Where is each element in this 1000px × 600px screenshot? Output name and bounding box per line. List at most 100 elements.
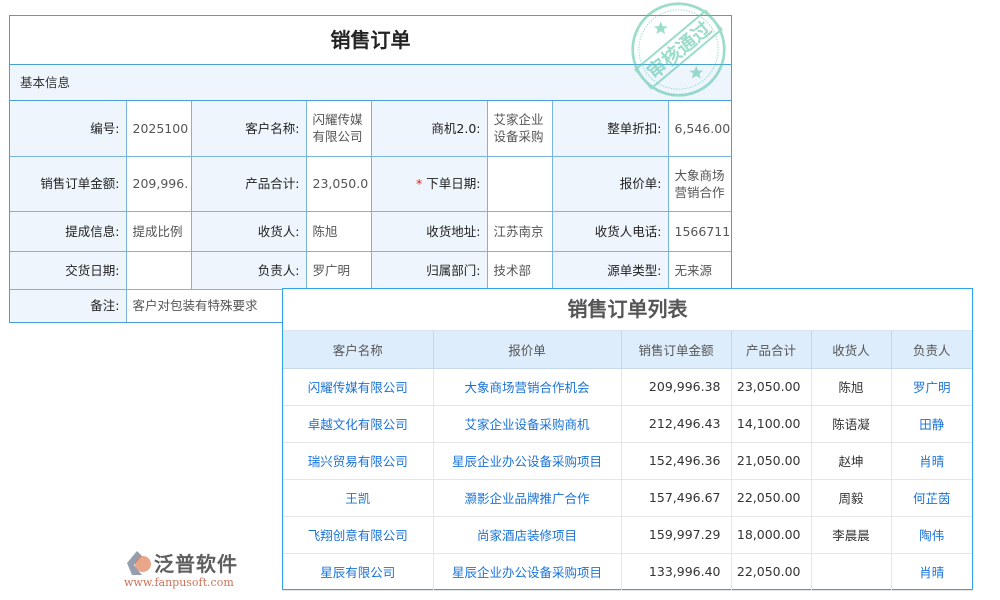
field-value[interactable] bbox=[125, 250, 192, 290]
field-value[interactable]: 6,546.00 bbox=[667, 101, 731, 157]
field-label: 提成信息: bbox=[10, 210, 127, 252]
field-label-text: 客户名称: bbox=[245, 120, 300, 136]
field-label: * 下单日期: bbox=[370, 155, 488, 212]
field-value[interactable]: 23,050.0 bbox=[305, 155, 372, 212]
field-label: 收货地址: bbox=[370, 210, 488, 252]
form-title: 销售订单 bbox=[10, 16, 731, 65]
field-value[interactable] bbox=[486, 155, 553, 212]
field-label: 源单类型: bbox=[551, 250, 669, 290]
logo-icon bbox=[127, 551, 151, 575]
owner-cell[interactable]: 肖晴 bbox=[890, 441, 972, 480]
consignee-cell: 周毅 bbox=[810, 478, 892, 517]
quote-cell[interactable]: 灏影企业品牌推广合作 bbox=[432, 478, 622, 517]
quote-cell[interactable]: 尚家酒店装修项目 bbox=[432, 515, 622, 554]
quote-cell[interactable]: 大象商场营销合作机会 bbox=[432, 367, 622, 406]
order-amount-cell: 157,496.67 bbox=[620, 478, 732, 517]
field-label-text: 编号: bbox=[90, 120, 120, 136]
field-label: 客户名称: bbox=[190, 101, 307, 157]
section-basic-info: 基本信息 bbox=[10, 65, 731, 101]
table-row[interactable]: 飞翔创意有限公司 尚家酒店装修项目 159,997.29 18,000.00 李晨晨 陶伟 bbox=[283, 515, 972, 554]
column-header[interactable]: 产品合计 bbox=[730, 331, 812, 369]
table-row[interactable]: 星辰有限公司 星辰企业办公设备采购项目 133,996.40 22,050.00 肖晴 bbox=[283, 552, 972, 591]
consignee-cell: 李晨晨 bbox=[810, 515, 892, 554]
customer-name-cell[interactable]: 王凯 bbox=[283, 478, 434, 517]
table-row[interactable]: 王凯 灏影企业品牌推广合作 157,496.67 22,050.00 周毅 何芷茵 bbox=[283, 478, 972, 517]
field-value[interactable]: 罗广明 bbox=[305, 250, 372, 290]
column-header[interactable]: 报价单 bbox=[432, 331, 622, 369]
field-value[interactable]: 江苏南京 bbox=[486, 210, 553, 252]
form-row: 编号: 2025100 客户名称: 闪耀传媒有限公司 商机2.0: 艾家企业设备采购 整单折… bbox=[10, 101, 731, 157]
owner-cell[interactable]: 肖晴 bbox=[890, 552, 972, 591]
field-label-text: 报价单: bbox=[619, 176, 662, 191]
field-label: 归属部门: bbox=[370, 250, 488, 290]
fanpusoft-logo: 泛普软件 www.fanpusoft.com bbox=[120, 546, 260, 594]
field-label-text: 商机2.0: bbox=[431, 120, 481, 136]
consignee-cell: 陈语凝 bbox=[810, 404, 892, 443]
quote-cell[interactable]: 艾家企业设备采购商机 bbox=[432, 404, 622, 443]
field-label-text: 下单日期: bbox=[426, 176, 481, 191]
field-label-text: 负责人: bbox=[257, 262, 300, 278]
customer-name-cell[interactable]: 星辰有限公司 bbox=[283, 552, 434, 591]
field-label-text: 归属部门: bbox=[426, 262, 481, 278]
consignee-cell bbox=[810, 552, 892, 591]
field-label: 交货日期: bbox=[10, 250, 127, 290]
field-label-text: 收货人: bbox=[257, 223, 300, 239]
order-amount-cell: 159,997.29 bbox=[620, 515, 732, 554]
sales-order-table: 客户名称 报价单 销售订单金额 产品合计 收货人 负责人 闪耀传媒有限公司 大象商场营销合作… bbox=[283, 331, 972, 591]
field-label-text: 交货日期: bbox=[65, 262, 120, 278]
product-total-cell: 21,050.00 bbox=[730, 441, 812, 480]
product-total-cell: 23,050.00 bbox=[730, 367, 812, 406]
field-label-text: 整单折扣: bbox=[607, 120, 662, 136]
table-row[interactable]: 卓越文化有限公司 艾家企业设备采购商机 212,496.43 14,100.00 陈语凝… bbox=[283, 404, 972, 443]
order-amount-cell: 133,996.40 bbox=[620, 552, 732, 591]
field-value[interactable]: 大象商场营销合作 bbox=[667, 155, 731, 212]
field-label-text: 收货人电话: bbox=[594, 223, 662, 239]
customer-name-cell[interactable]: 卓越文化有限公司 bbox=[283, 404, 434, 443]
field-value[interactable]: 闪耀传媒有限公司 bbox=[305, 101, 372, 157]
field-label: 负责人: bbox=[190, 250, 307, 290]
quote-cell[interactable]: 星辰企业办公设备采购项目 bbox=[432, 441, 622, 480]
field-label: 编号: bbox=[10, 101, 127, 157]
owner-cell[interactable]: 陶伟 bbox=[890, 515, 972, 554]
form-fields: 编号: 2025100 客户名称: 闪耀传媒有限公司 商机2.0: 艾家企业设备采购 整单折… bbox=[10, 101, 731, 322]
field-value[interactable]: 提成比例 bbox=[125, 210, 192, 252]
field-label: 销售订单金额: bbox=[10, 155, 127, 212]
field-value[interactable]: 无来源 bbox=[667, 250, 731, 290]
sales-order-form: 销售订单 基本信息 编号: 2025100 客户名称: 闪耀传媒有限公司 商机2.0: 艾… bbox=[9, 15, 732, 323]
customer-name-cell[interactable]: 闪耀传媒有限公司 bbox=[283, 367, 434, 406]
field-value[interactable]: 技术部 bbox=[486, 250, 553, 290]
field-value[interactable]: 209,996. bbox=[125, 155, 192, 212]
sales-order-list: 销售订单列表 客户名称 报价单 销售订单金额 产品合计 收货人 负责人 闪耀传媒有限公司大… bbox=[282, 288, 973, 591]
required-marker: * bbox=[416, 176, 423, 191]
product-total-cell: 22,050.00 bbox=[730, 552, 812, 591]
owner-cell[interactable]: 罗广明 bbox=[890, 367, 972, 406]
consignee-cell: 陈旭 bbox=[810, 367, 892, 406]
customer-name-cell[interactable]: 飞翔创意有限公司 bbox=[283, 515, 434, 554]
form-row: 销售订单金额: 209,996. 产品合计: 23,050.0 * 下单日期: 报价单: 大… bbox=[10, 155, 731, 212]
field-value[interactable]: 1566711 bbox=[667, 210, 731, 252]
table-row[interactable]: 瑞兴贸易有限公司 星辰企业办公设备采购项目 152,496.36 21,050.00 赵… bbox=[283, 441, 972, 480]
product-total-cell: 18,000.00 bbox=[730, 515, 812, 554]
field-label: 产品合计: bbox=[190, 155, 307, 212]
owner-cell[interactable]: 何芷茵 bbox=[890, 478, 972, 517]
quote-cell[interactable]: 星辰企业办公设备采购项目 bbox=[432, 552, 622, 591]
remark-label: 备注: bbox=[10, 288, 127, 322]
field-label: 整单折扣: bbox=[551, 101, 669, 157]
table-row[interactable]: 闪耀传媒有限公司 大象商场营销合作机会 209,996.38 23,050.00 陈旭罗… bbox=[283, 367, 972, 406]
customer-name-cell[interactable]: 瑞兴贸易有限公司 bbox=[283, 441, 434, 480]
field-value[interactable]: 艾家企业设备采购 bbox=[486, 101, 553, 157]
column-header[interactable]: 收货人 bbox=[810, 331, 892, 369]
form-row: 交货日期: 负责人: 罗广明 归属部门: 技术部 源单类型: 无来源 bbox=[10, 250, 731, 290]
column-header[interactable]: 客户名称 bbox=[283, 331, 434, 369]
field-label-text: 收货地址: bbox=[426, 223, 481, 239]
field-value[interactable]: 陈旭 bbox=[305, 210, 372, 252]
owner-cell[interactable]: 田静 bbox=[890, 404, 972, 443]
product-total-cell: 22,050.00 bbox=[730, 478, 812, 517]
column-header[interactable]: 销售订单金额 bbox=[620, 331, 732, 369]
field-value[interactable]: 2025100 bbox=[125, 101, 192, 157]
field-label: 报价单: bbox=[551, 155, 669, 212]
order-amount-cell: 152,496.36 bbox=[620, 441, 732, 480]
field-label-text: 销售订单金额: bbox=[40, 176, 120, 191]
column-header[interactable]: 负责人 bbox=[890, 331, 972, 369]
field-label: 收货人: bbox=[190, 210, 307, 252]
